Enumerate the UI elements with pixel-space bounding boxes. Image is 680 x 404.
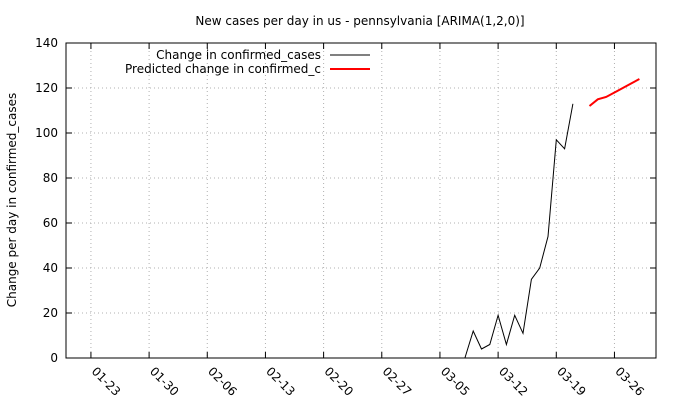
- x-tick-label: 02-27: [380, 364, 415, 399]
- x-tick-label: 03-05: [438, 364, 473, 399]
- y-tick-label: 60: [43, 216, 58, 230]
- ticks: 0 20 40 60 80 100 120 140 01-23 01-30 02-06 02-13 02…: [35, 36, 656, 399]
- y-tick-label: 120: [35, 81, 58, 95]
- legend-label-actual: Change in confirmed_cases: [156, 48, 321, 62]
- x-tick-label: 01-23: [89, 364, 124, 399]
- series-group: [439, 78, 640, 359]
- x-tick-label: 02-20: [321, 364, 356, 399]
- y-tick-label: 100: [35, 126, 58, 140]
- plot-frame: [65, 42, 657, 359]
- y-tick-label: 0: [50, 351, 58, 365]
- x-tick-label: 03-12: [496, 364, 531, 399]
- grid: [66, 43, 656, 358]
- x-tick-label: 03-26: [612, 364, 647, 399]
- x-tick-label: 03-19: [554, 364, 589, 399]
- chart-title: New cases per day in us - pennsylvania […: [195, 14, 524, 28]
- y-tick-label: 20: [43, 306, 58, 320]
- y-tick-label: 80: [43, 171, 58, 185]
- y-tick-label: 40: [43, 261, 58, 275]
- series-line-actual: [439, 103, 574, 359]
- legend-label-predicted: Predicted change in confirmed_c: [125, 62, 321, 76]
- series-line-predicted: [588, 78, 640, 107]
- x-tick-label: 01-30: [147, 364, 182, 399]
- y-tick-label: 140: [35, 36, 58, 50]
- x-tick-label: 02-13: [263, 364, 298, 399]
- x-tick-label: 02-06: [205, 364, 240, 399]
- y-axis-label: Change per day in confirmed_cases: [5, 93, 19, 308]
- legend: Change in confirmed_cases Predicted chan…: [125, 48, 370, 76]
